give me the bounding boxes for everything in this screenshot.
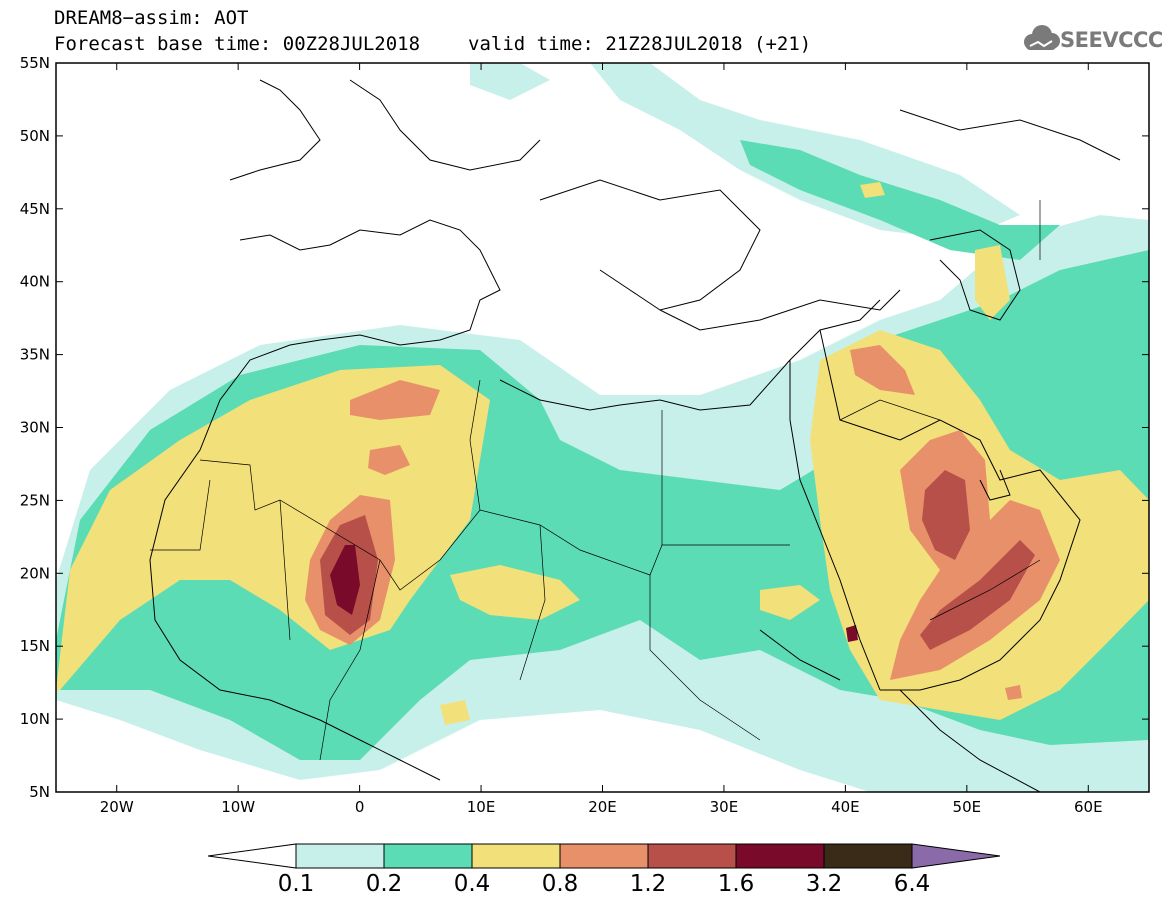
axis-ticks: 55N 50N 45N 40N 35N 30N 25N 20N 15N 10N 5N 20W 10W 0 1… [20, 54, 1149, 816]
map-title: DREAM8−assim: AOT [54, 7, 249, 29]
forecast-base-time: Forecast base time: 00Z28JUL2018 [54, 33, 421, 55]
colorbar-label: 0.2 [366, 871, 403, 897]
aot-level-0.8 [368, 445, 410, 475]
colorbar-min-arrow [207, 843, 297, 869]
lat-tick-label: 30N [20, 419, 50, 437]
lat-tick-label: 10N [20, 710, 50, 728]
aot-level-1.6 [330, 545, 360, 615]
aot-level-1.2 [922, 470, 970, 560]
logo-text: SEEVCCC [1060, 28, 1163, 52]
lon-tick-label: 10W [221, 798, 255, 816]
aot-level-0.8 [1005, 685, 1022, 700]
colorbar-segment [471, 843, 561, 869]
lat-tick-label: 35N [20, 346, 50, 364]
colorbar-label: 0.8 [542, 871, 579, 897]
lat-tick-label: 45N [20, 200, 50, 218]
lat-tick-label: 40N [20, 273, 50, 291]
country-borders [150, 200, 1041, 761]
aot-level-1.6 [846, 625, 858, 642]
lon-tick-label: 0 [355, 798, 365, 816]
aot-level-0.1 [470, 63, 550, 100]
colorbar-label: 3.2 [806, 871, 843, 897]
colorbar-label: 1.6 [718, 871, 755, 897]
lat-tick-label: 55N [20, 54, 50, 72]
lon-tick-label: 40E [831, 798, 860, 816]
lat-tick-label: 15N [20, 637, 50, 655]
lat-tick-label: 5N [29, 783, 50, 801]
colorbar-segment [647, 843, 737, 869]
lon-tick-label: 20E [588, 798, 617, 816]
lon-tick-label: 30E [710, 798, 739, 816]
lon-tick-label: 10E [467, 798, 496, 816]
seevccc-logo [1024, 25, 1060, 50]
colorbar-label: 0.4 [454, 871, 491, 897]
colorbar-label: 0.1 [278, 871, 315, 897]
aot-level-1.2 [920, 540, 1035, 650]
colorbar-max-arrow [911, 843, 1001, 869]
lon-tick-label: 20W [100, 798, 134, 816]
colorbar: 0.1 0.2 0.4 0.8 1.2 1.6 3.2 6.4 [207, 843, 1001, 897]
aot-level-0.8 [350, 380, 440, 420]
valid-time: valid time: 21Z28JUL2018 (+21) [468, 33, 812, 55]
aot-level-0.4 [860, 182, 885, 198]
lon-tick-label: 60E [1074, 798, 1103, 816]
time-info: Forecast base time: 00Z28JUL2018 valid ti… [54, 33, 811, 55]
lon-tick-label: 50E [953, 798, 982, 816]
aot-level-0.4 [440, 700, 470, 725]
colorbar-segment [383, 843, 473, 869]
colorbar-segment [295, 843, 385, 869]
aot-level-0.4 [760, 585, 820, 620]
aot-level-0.4 [450, 565, 580, 620]
colorbar-segment [823, 843, 913, 869]
colorbar-label: 1.2 [630, 871, 667, 897]
aot-level-0.8 [850, 345, 915, 395]
colorbar-label: 6.4 [894, 871, 931, 897]
colorbar-segment [735, 843, 825, 869]
aot-level-0.4 [975, 245, 1010, 320]
lat-tick-label: 25N [20, 491, 50, 509]
coastlines [149, 79, 1121, 792]
lat-tick-label: 20N [20, 564, 50, 582]
aot-field [56, 63, 1149, 792]
lat-tick-label: 50N [20, 127, 50, 145]
colorbar-segment [559, 843, 649, 869]
